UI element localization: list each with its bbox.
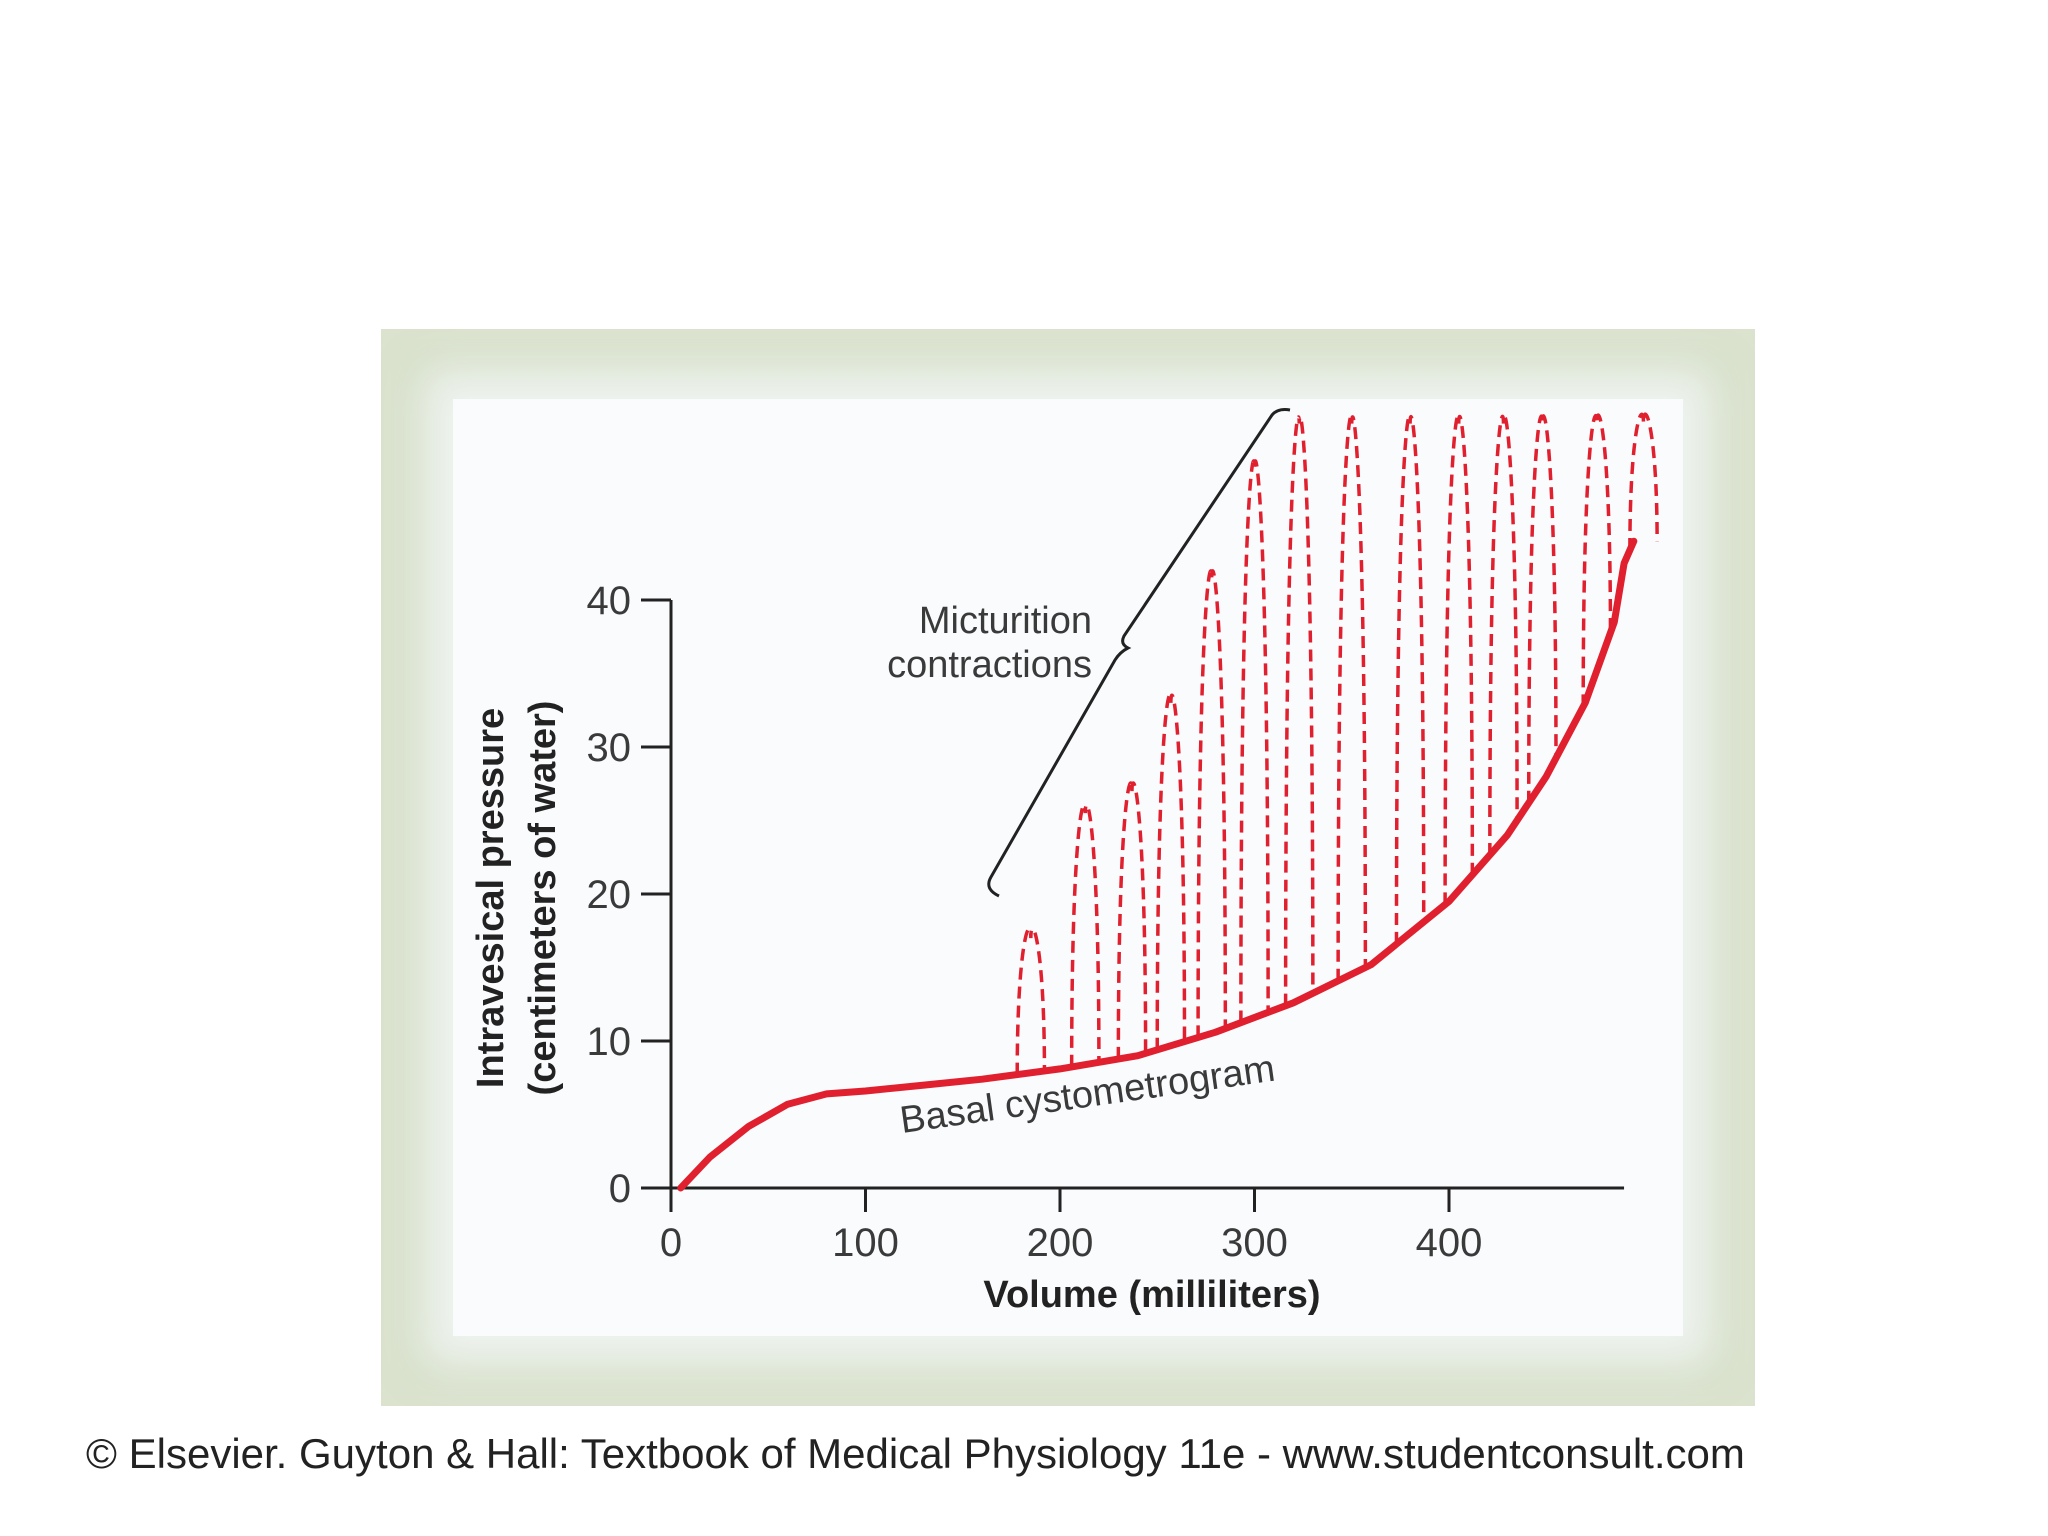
contraction-spike [1394,414,1426,945]
y-axis-title-line-2: (centimeters of water) [522,701,564,1096]
series-basal-cystometrogram [677,537,1638,1192]
contraction-spike [1196,569,1228,1038]
contraction-spike [1443,414,1475,905]
series-micturition-contractions [1015,412,1659,1075]
contraction-spike [1488,414,1519,856]
caption: © Elsevier. Guyton & Hall: Textbook of M… [86,1430,1745,1477]
annotation-bracket [987,408,1291,898]
y-tick-label: 20 [587,873,632,917]
x-axis-title: Volume (milliliters) [983,1274,1320,1316]
contraction-spike [1628,412,1659,551]
contraction-spike [1155,693,1187,1050]
y-axis-title-line-1: Intravesical pressure [470,708,512,1088]
contraction-spike [1336,415,1368,981]
annotation-micturition-line-2: contractions [887,644,1092,686]
x-tick-label: 400 [1416,1221,1483,1265]
contraction-spike [1116,781,1148,1060]
x-tick-label: 100 [832,1221,899,1265]
y-tick-label: 10 [587,1020,632,1064]
contraction-spike [1526,414,1558,803]
x-tick-label: 200 [1027,1221,1094,1265]
annotation-micturition-line-1: Micturition [919,600,1092,642]
y-tick-label: 30 [587,726,632,770]
contraction-spike [1069,803,1101,1067]
contraction-spike [1283,415,1315,1006]
series-layer [677,412,1659,1192]
contraction-spike [1015,927,1047,1075]
x-tick-label: 0 [660,1221,682,1265]
y-tick-label: 40 [587,579,632,623]
contraction-spike [1239,459,1270,1023]
x-tick-label: 300 [1221,1221,1288,1265]
y-tick-label: 0 [609,1167,631,1211]
annotations: Micturition contractions Basal cystometr… [887,408,1291,1142]
